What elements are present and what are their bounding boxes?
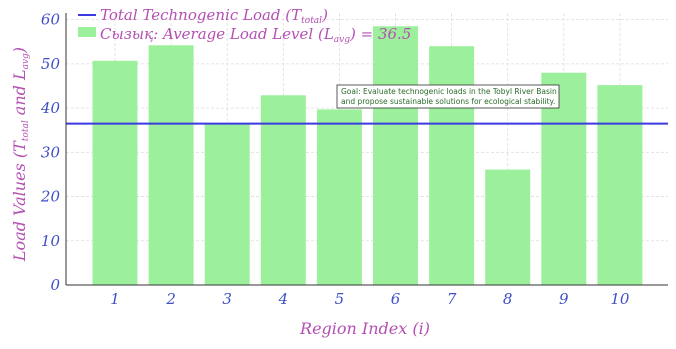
legend-bar-swatch [78,27,96,37]
x-axis-title: Region Index (i) [299,319,430,338]
y-tick-label: 20 [40,188,61,206]
annotation-line-2: and propose sustainable solutions for ec… [341,97,555,106]
x-tick-label: 6 [391,290,401,308]
legend-bar-label: Сызық: Average Load Level (Lavg​) = 36.5 [100,25,411,45]
y-tick-label: 30 [41,143,61,161]
axes-layer [65,13,668,286]
y-tick-label: 60 [41,11,61,29]
y-tick-label: 0 [50,276,60,294]
bars-layer [92,26,643,286]
x-tick-label: 8 [503,290,513,308]
bar [373,26,418,286]
ticks-layer: 0 10 20 30 40 50 60 1 2 3 4 5 6 7 8 9 10 [40,11,630,308]
annotation-line-1: Goal: Evaluate technogenic loads in the … [341,87,557,96]
annotation-frame [336,84,560,109]
bar [597,85,643,285]
y-tick-label: 10 [41,232,61,250]
y-tick-label: 40 [40,99,61,117]
y-tick-label: 50 [41,55,61,73]
annotation-box: Goal: Evaluate technogenic loads in the … [336,84,560,109]
x-tick-label: 2 [165,290,176,308]
x-tick-label: 10 [610,290,630,308]
x-tick-label: 5 [335,290,345,308]
bar [485,169,531,285]
bar [316,109,362,285]
legend-line-label: Total Technogenic Load (Ttotal​) [100,6,328,26]
bar [204,124,250,285]
x-tick-label: 1 [110,290,120,308]
x-tick-label: 9 [559,290,569,308]
bar [260,95,306,285]
x-tick-label: 3 [222,290,232,308]
x-tick-label: 4 [278,290,289,308]
legend: Total Technogenic Load (Ttotal​) Сызық: … [78,6,411,45]
bar [429,46,475,285]
y-axis-title: Load Values (Ttotal​ and Lavg​) [10,47,31,262]
bar [148,45,194,285]
x-tick-label: 7 [447,290,457,308]
bar [92,60,138,285]
